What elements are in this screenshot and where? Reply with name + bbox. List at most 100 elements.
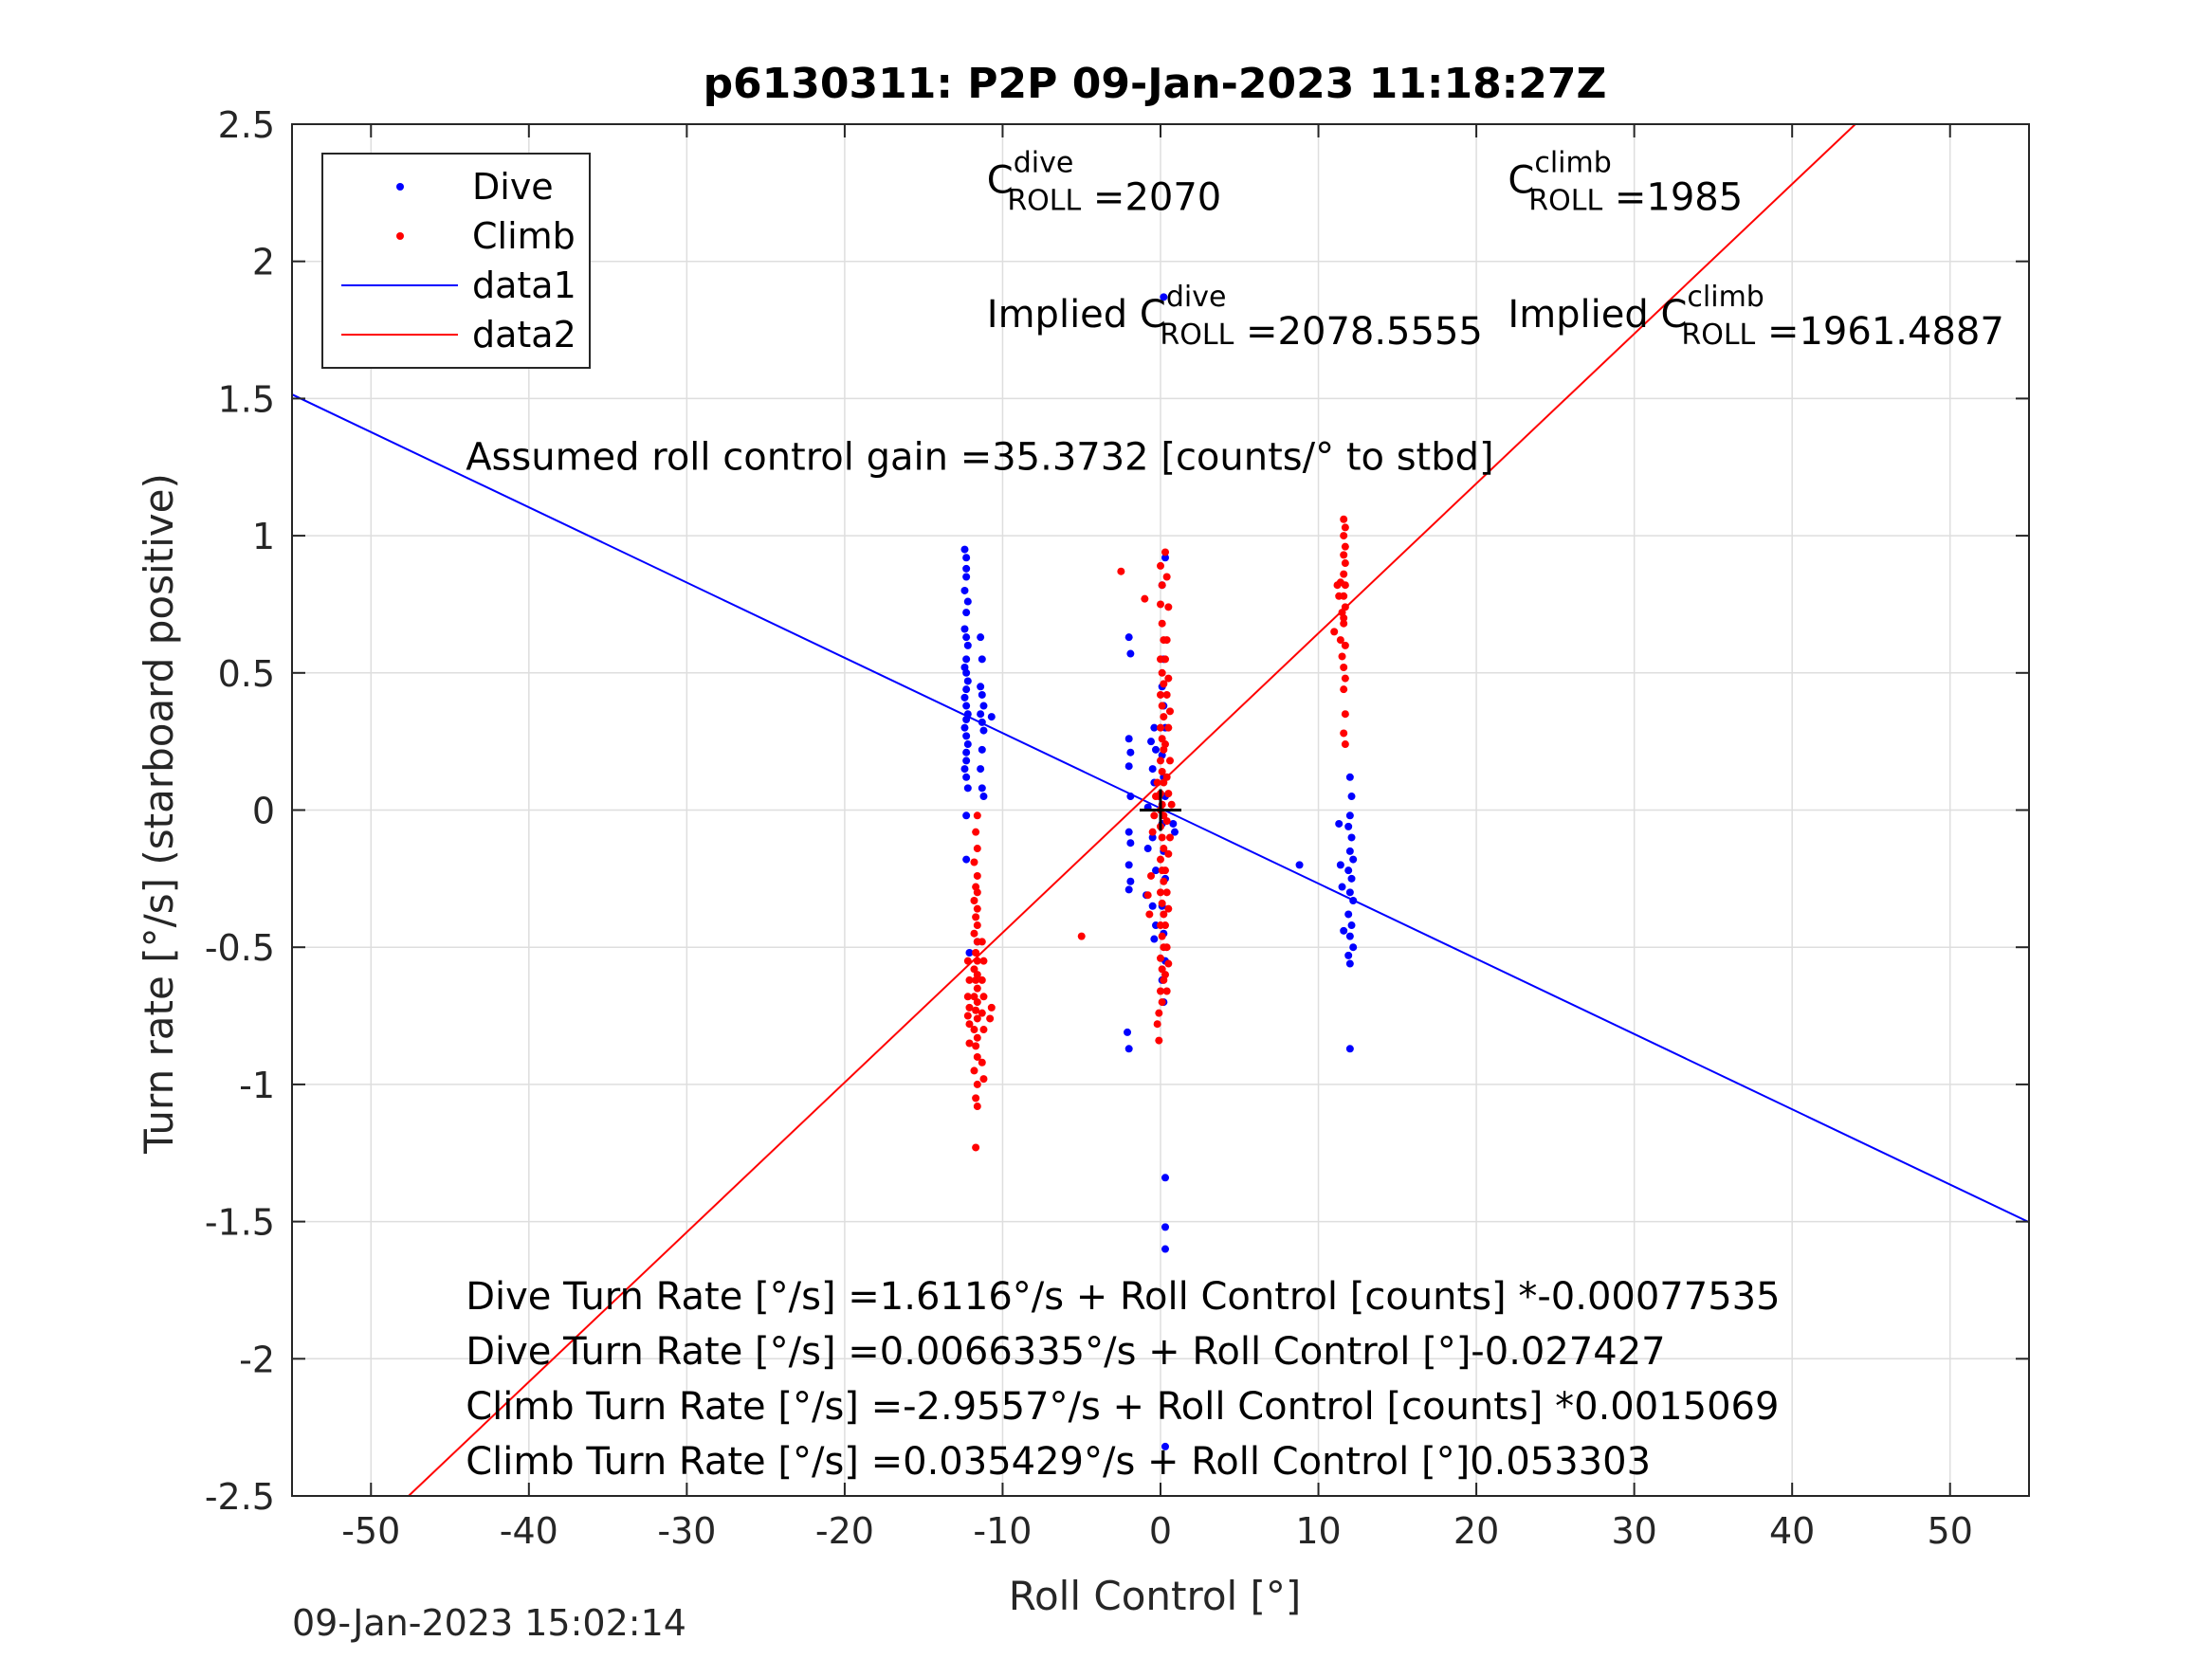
dive-point — [962, 564, 971, 573]
climb-point — [973, 957, 981, 965]
dive-point — [963, 677, 972, 685]
climb-point — [970, 858, 978, 866]
dive-point — [1152, 745, 1160, 754]
climb-point — [1340, 592, 1348, 600]
climb-point — [1336, 636, 1344, 645]
climb-point — [1341, 740, 1349, 749]
climb-point — [1157, 723, 1164, 732]
legend-marker-dive — [396, 183, 404, 191]
climb-point — [1162, 773, 1171, 781]
dive-point — [979, 793, 988, 801]
climb-point — [965, 1020, 974, 1029]
annotation-subscript: ROLL — [1528, 184, 1602, 217]
dive-point — [1124, 1045, 1133, 1053]
dive-point — [960, 625, 969, 633]
dive-point — [1170, 828, 1179, 836]
dive-point — [1124, 861, 1133, 869]
climb-point — [963, 957, 972, 965]
annotation-text: Implied C — [987, 293, 1166, 337]
climb-point — [1158, 702, 1166, 710]
climb-point — [1150, 811, 1159, 820]
dive-point — [1344, 866, 1353, 875]
climb-point — [1160, 845, 1168, 853]
dive-point — [1126, 649, 1135, 658]
axes: -50 -40 -30 -20 -10 0 10 20 30 40 50-2.5-2-1.5-1-0… — [205, 104, 2030, 1552]
climb-point — [1153, 778, 1161, 787]
x-tick-label: -10 — [973, 1510, 1032, 1552]
climb-point — [1153, 1020, 1161, 1029]
dive-point — [1124, 885, 1133, 894]
dive-point — [978, 745, 986, 754]
dive-point — [962, 748, 971, 757]
origin-marker — [1140, 789, 1181, 831]
annotation-text: Assumed roll control gain =35.3732 [coun… — [466, 436, 1493, 480]
x-tick-label: -40 — [500, 1510, 558, 1552]
dive-point — [1347, 921, 1356, 930]
climb-point — [1158, 668, 1166, 677]
x-axis-label: Roll Control [°] — [1009, 1573, 1302, 1619]
annotation-subscript: ROLL — [1007, 184, 1081, 217]
annotation-subscript: ROLL — [1681, 319, 1755, 352]
dive-point — [1147, 738, 1156, 746]
dive-point — [978, 655, 986, 664]
annotation-subscript: ROLL — [1160, 319, 1234, 352]
chart-title: p6130311: P2P 09-Jan-2023 11:18:27Z — [704, 60, 1607, 108]
dive-point — [962, 655, 971, 664]
climb-point — [1341, 581, 1349, 590]
y-tick-label: 1.5 — [218, 378, 275, 420]
climb-point — [1077, 932, 1086, 940]
dive-point — [1344, 951, 1353, 959]
climb-point — [972, 913, 980, 921]
climb-point — [979, 1026, 988, 1034]
climb-point — [1162, 943, 1171, 952]
annotation-text: Dive Turn Rate [°/s] =1.6116°/s + Roll C… — [466, 1275, 1780, 1319]
climb-point — [1164, 674, 1173, 683]
dive-point — [1152, 866, 1160, 875]
climb-point — [1341, 542, 1349, 551]
annotation-superscript: climb — [1687, 281, 1764, 314]
climb-point — [1340, 532, 1348, 540]
dive-point — [962, 716, 971, 723]
x-tick-label: 40 — [1769, 1510, 1815, 1552]
climb-point — [972, 1006, 980, 1014]
climb-point — [973, 871, 981, 880]
dive-point — [960, 693, 969, 702]
climb-point — [973, 811, 981, 820]
climb-point — [973, 1033, 981, 1042]
dive-point — [1349, 897, 1358, 904]
dive-point — [1126, 839, 1135, 848]
climb-point — [978, 975, 986, 984]
climb-point — [1148, 828, 1157, 836]
climb-point — [972, 948, 980, 957]
dive-point — [960, 545, 969, 554]
climb-point — [1162, 888, 1171, 897]
climb-point — [1157, 855, 1164, 864]
dive-point — [962, 685, 971, 694]
legend-label-data1: data1 — [472, 264, 576, 306]
climb-point — [1158, 833, 1166, 842]
dive-point — [1295, 861, 1304, 869]
annotations: Cdive ROLL =2070 Cclimb ROLL =1985 Implied C… — [466, 146, 2004, 1483]
climb-point — [972, 1042, 980, 1050]
climb-point — [1164, 959, 1173, 968]
climb-point — [1155, 1036, 1163, 1045]
y-tick-label: -0.5 — [205, 927, 275, 969]
dive-point — [963, 641, 972, 649]
annotation-gain: Assumed roll control gain =35.3732 [coun… — [466, 436, 1493, 480]
dive-point — [1126, 793, 1135, 801]
climb-point — [978, 1058, 986, 1066]
x-tick-label: 30 — [1611, 1510, 1656, 1552]
annotation-croll-dive: Cdive ROLL =2070 — [987, 146, 1221, 219]
dive-point — [1161, 1442, 1169, 1450]
climb-point — [970, 993, 978, 1001]
dive-point — [1338, 883, 1346, 891]
dive-point — [1349, 855, 1358, 864]
climb-point — [1158, 998, 1166, 1007]
dive-point — [962, 732, 971, 740]
climb-point — [1167, 800, 1176, 809]
climb-point — [987, 1003, 996, 1012]
climb-point — [1158, 932, 1166, 940]
dive-point — [962, 554, 971, 562]
dive-point — [1347, 833, 1356, 842]
climb-point — [1117, 567, 1125, 575]
